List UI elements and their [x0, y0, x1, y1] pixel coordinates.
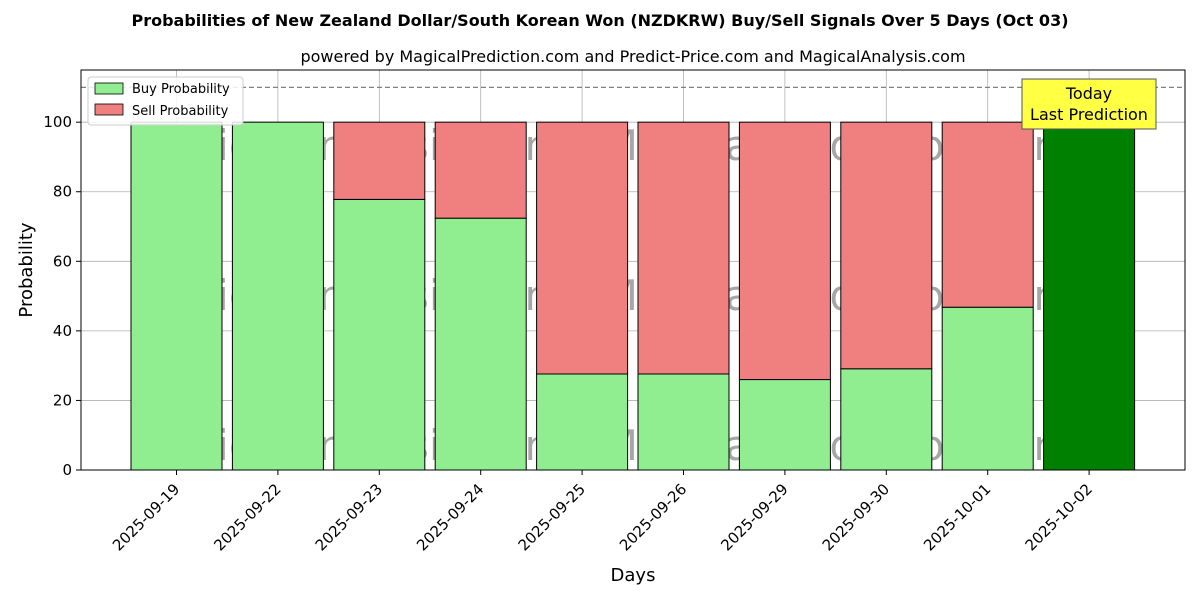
- bar-buy: [738, 379, 831, 471]
- bar-buy: [637, 373, 730, 471]
- chart-subtitle: powered by MagicalPrediction.com and Pre…: [300, 47, 965, 66]
- x-axis: 2025-09-19 2025-09-22 2025-09-23 2025-09-24…: [109, 470, 1096, 554]
- bar-buy: [941, 306, 1034, 471]
- y-tick-label: 80: [53, 183, 72, 201]
- bar-sell: [840, 121, 933, 370]
- x-tick-label: 2025-09-30: [819, 480, 893, 554]
- legend-label-buy: Buy Probability: [132, 82, 230, 97]
- bar-sell: [434, 121, 527, 219]
- legend: Buy Probability Sell Probability: [87, 76, 244, 126]
- bar-buy: [840, 368, 933, 471]
- plot-frame: [80, 69, 1186, 471]
- x-tick-label: 2025-09-25: [515, 480, 589, 554]
- x-axis-label: Days: [611, 565, 656, 586]
- annotation-box: [1021, 78, 1157, 130]
- bars: [130, 121, 1136, 471]
- x-tick-label: 2025-09-23: [312, 480, 386, 554]
- y-tick-label: 60: [53, 252, 72, 270]
- x-tick-label: 2025-09-22: [210, 480, 284, 554]
- chart-title: Probabilities of New Zealand Dollar/Sout…: [131, 11, 1068, 30]
- x-tick-label: 2025-09-24: [413, 480, 487, 554]
- y-tick-label: 40: [53, 322, 72, 340]
- bar-sell: [637, 121, 730, 375]
- legend-swatch-sell: [94, 103, 124, 116]
- y-axis: 0 20 40 60 80 100: [43, 113, 81, 479]
- annotation-line1: Today: [1065, 84, 1112, 103]
- y-tick-label: 0: [62, 461, 72, 479]
- bar-buy: [1043, 121, 1136, 471]
- x-tick-label: 2025-10-02: [1022, 480, 1096, 554]
- bar-buy: [333, 198, 426, 471]
- bar-sell: [333, 121, 426, 200]
- y-tick-label: 100: [43, 113, 72, 131]
- annotation-line2: Last Prediction: [1030, 105, 1148, 124]
- bar-sell: [941, 121, 1034, 308]
- bar-buy: [231, 121, 324, 471]
- legend-swatch-buy: [94, 82, 124, 95]
- x-tick-label: 2025-09-29: [717, 480, 791, 554]
- bar-buy: [434, 217, 527, 471]
- x-tick-label: 2025-09-19: [109, 480, 183, 554]
- x-tick-label: 2025-09-26: [616, 480, 690, 554]
- bar-sell: [536, 121, 629, 375]
- bar-sell: [738, 121, 831, 381]
- y-axis-label: Probability: [16, 222, 37, 317]
- x-tick-label: 2025-10-01: [920, 480, 994, 554]
- bar-buy: [130, 121, 223, 471]
- today-annotation: Today Last Prediction: [1021, 78, 1157, 130]
- y-tick-label: 20: [53, 391, 72, 409]
- bar-buy: [536, 373, 629, 471]
- legend-label-sell: Sell Probability: [132, 104, 229, 119]
- legend-box: [87, 76, 244, 126]
